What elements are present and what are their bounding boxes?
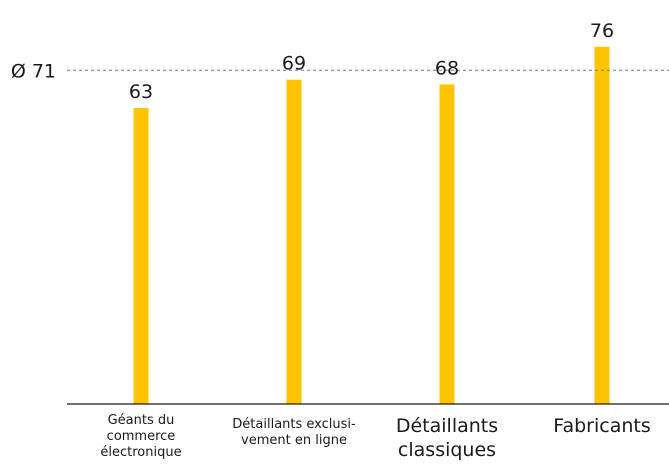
value-labels-layer: 63 69 68 76 <box>129 20 614 103</box>
value-label-3: 68 <box>435 57 459 79</box>
bar-3 <box>439 84 455 405</box>
category-label-line: Détaillants exclusi- <box>232 417 356 432</box>
category-label-4: Fabricants <box>553 415 650 437</box>
category-label-line: Détaillants <box>396 415 498 437</box>
bar-1 <box>133 107 149 405</box>
category-label-1: Géants du commerce électronique <box>100 413 181 460</box>
bars-layer <box>133 46 610 405</box>
value-label-1: 63 <box>129 81 153 103</box>
value-label-4: 76 <box>590 20 614 42</box>
category-label-2: Détaillants exclusi-vement en ligne <box>232 417 356 448</box>
bar-2 <box>286 79 302 404</box>
category-label-line: Fabricants <box>553 415 650 437</box>
category-label-line: Géants du <box>108 413 175 428</box>
value-label-2: 69 <box>282 53 306 75</box>
category-labels-layer: Géants du commerce électronique Détaillants… <box>100 413 650 461</box>
bar-4 <box>594 46 610 405</box>
category-label-3: Détaillants classiques <box>396 415 498 461</box>
average-label: Ø 71 <box>11 60 56 82</box>
category-label-line: classiques <box>398 439 496 461</box>
category-label-line: électronique <box>100 445 181 460</box>
category-label-line: vement en ligne <box>241 433 347 448</box>
category-label-line: commerce <box>107 429 176 444</box>
